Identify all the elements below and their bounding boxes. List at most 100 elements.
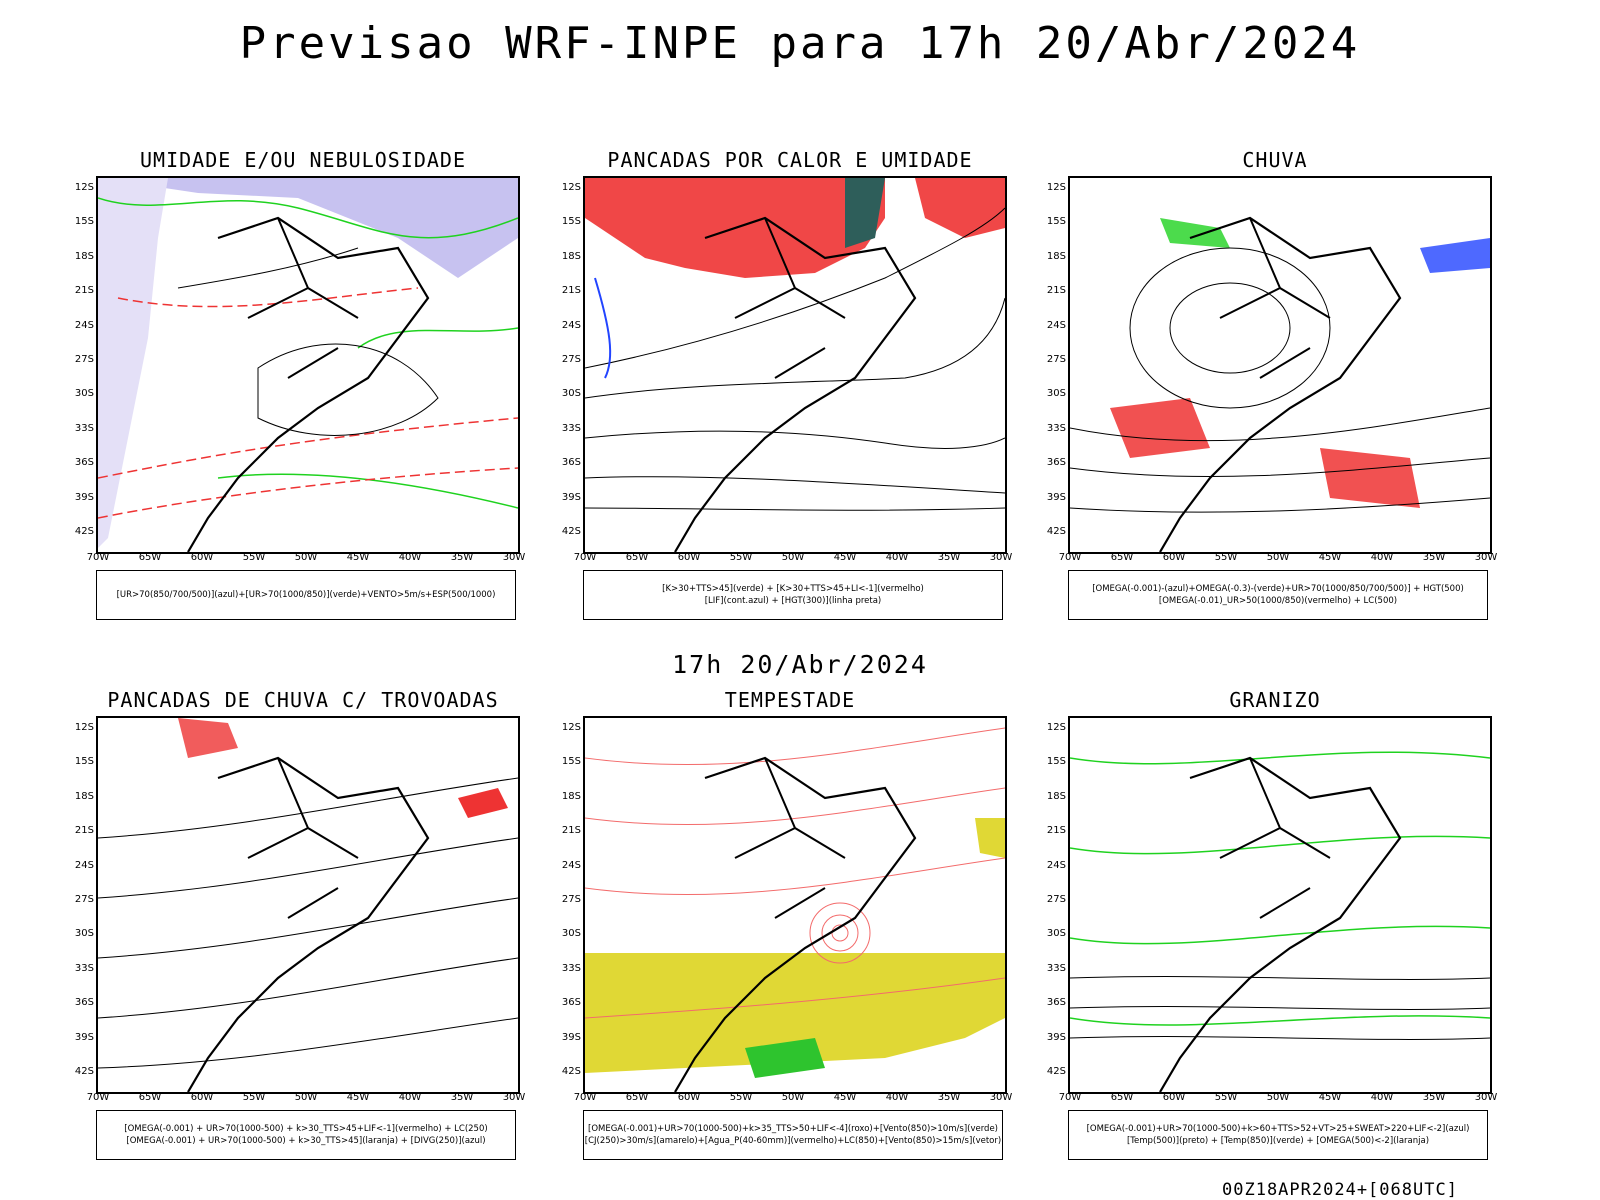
- lon-tick-label: 70W: [86, 1092, 110, 1103]
- legend-line: [OMEGA(-0.01)_UR>50(1000/850)(vermelho) …: [1158, 596, 1398, 606]
- legend-box: [OMEGA(-0.001)+UR>70(1000-500)+k>35_TTS>…: [583, 1110, 1003, 1160]
- lon-tick-label: 30W: [502, 1092, 526, 1103]
- panel-granizo: GRANIZO [OMEGA(-0.001)+UR>70(1000-500)+k…: [1040, 688, 1510, 1168]
- lon-tick-label: 40W: [398, 1092, 422, 1103]
- lon-tick-label: 70W: [1058, 552, 1082, 563]
- lat-tick-label: 27S: [561, 894, 581, 905]
- lat-tick-label: 42S: [561, 1066, 581, 1077]
- run-info: 00Z18APR2024+[068UTC]: [1222, 1180, 1458, 1200]
- legend-line: [OMEGA(-0.001) + UR>70(1000-500) + k>30_…: [126, 1136, 486, 1146]
- lat-tick-label: 18S: [1046, 250, 1066, 262]
- lon-tick-label: 70W: [573, 552, 597, 563]
- lon-tick-label: 60W: [1162, 1092, 1186, 1103]
- lat-tick-label: 30S: [1046, 388, 1066, 400]
- lon-tick-label: 65W: [625, 552, 649, 563]
- legend-line: [CJ(250)>30m/s](amarelo)+[Agua_P(40-60mm…: [584, 1136, 1002, 1146]
- lat-tick-label: 36S: [561, 997, 581, 1009]
- lon-tick-label: 45W: [1318, 552, 1342, 563]
- lat-tick-label: 18S: [561, 790, 581, 802]
- map-graphic: [585, 727, 1005, 1092]
- map-granizo: [1068, 716, 1492, 1094]
- lat-tick-label: 21S: [74, 825, 94, 837]
- panel-pancadas-calor: PANCADAS POR CALOR E UMIDADE [K>30+TTS>4…: [555, 148, 1025, 628]
- lat-tick-label: 27S: [74, 894, 94, 905]
- legend-box: [OMEGA(-0.001)-(azul)+OMEGA(-0.3)-(verde…: [1068, 570, 1488, 620]
- lon-tick-label: 70W: [1058, 1092, 1082, 1103]
- lon-tick-label: 30W: [1474, 1092, 1498, 1103]
- lat-tick-label: 42S: [1046, 1066, 1066, 1077]
- lon-tick-label: 50W: [1266, 1092, 1290, 1103]
- lon-tick-label: 70W: [86, 552, 110, 563]
- lat-tick-label: 15S: [74, 216, 94, 228]
- lat-tick-label: 24S: [561, 319, 581, 331]
- lat-tick-label: 30S: [1046, 928, 1066, 940]
- legend-line: [K>30+TTS>45](verde) + [K>30+TTS>45+LI<-…: [662, 584, 924, 594]
- main-title: Previsao WRF-INPE para 17h 20/Abr/2024: [239, 18, 1361, 69]
- lat-tick-label: 30S: [561, 388, 581, 400]
- lon-tick-label: 30W: [989, 1092, 1013, 1103]
- lon-tick-label: 40W: [885, 552, 909, 563]
- lat-tick-label: 15S: [74, 756, 94, 768]
- legend-line: [OMEGA(-0.001) + UR>70(1000-500) + k>30_…: [124, 1124, 488, 1134]
- lon-tick-label: 55W: [242, 1092, 266, 1103]
- lat-tick-label: 39S: [561, 491, 581, 503]
- lat-tick-label: 39S: [561, 1031, 581, 1043]
- lat-tick-label: 21S: [561, 285, 581, 297]
- lat-tick-label: 24S: [1046, 319, 1066, 331]
- lat-tick-label: 33S: [561, 962, 581, 974]
- lat-tick-label: 15S: [1046, 216, 1066, 228]
- lat-tick-label: 27S: [561, 354, 581, 365]
- lon-tick-label: 60W: [1162, 552, 1186, 563]
- lat-tick-label: 33S: [1046, 422, 1066, 434]
- map-umidade: [96, 176, 520, 554]
- lon-tick-label: 50W: [781, 552, 805, 563]
- lat-tick-label: 21S: [1046, 285, 1066, 297]
- lat-tick-label: 39S: [1046, 491, 1066, 503]
- panel-title: UMIDADE E/OU NEBULOSIDADE: [139, 148, 467, 172]
- panel-title: TEMPESTADE: [724, 688, 856, 712]
- lon-tick-label: 55W: [242, 552, 266, 563]
- lat-tick-label: 18S: [74, 790, 94, 802]
- lat-tick-label: 21S: [1046, 825, 1066, 837]
- legend-line: [OMEGA(-0.001)-(azul)+OMEGA(-0.3)-(verde…: [1092, 584, 1464, 594]
- panel-title: GRANIZO: [1229, 688, 1321, 712]
- lat-tick-label: 12S: [74, 722, 94, 733]
- lon-tick-label: 40W: [1370, 1092, 1394, 1103]
- lon-tick-label: 50W: [781, 1092, 805, 1103]
- lat-tick-label: 27S: [1046, 354, 1066, 365]
- lat-tick-label: 36S: [561, 457, 581, 469]
- lon-tick-label: 35W: [450, 1092, 474, 1103]
- map-trovoadas: [96, 716, 520, 1094]
- lon-tick-label: 35W: [1422, 1092, 1446, 1103]
- lat-tick-label: 36S: [1046, 997, 1066, 1009]
- lat-tick-label: 42S: [74, 1066, 94, 1077]
- map-chuva: [1068, 176, 1492, 554]
- lon-tick-label: 65W: [625, 1092, 649, 1103]
- lon-tick-label: 50W: [294, 1092, 318, 1103]
- lon-tick-label: 60W: [190, 552, 214, 563]
- lon-tick-label: 65W: [1110, 1092, 1134, 1103]
- panel-chuva: CHUVA [OMEGA(-0.001)-(azul)+OMEGA(-0.3)-…: [1040, 148, 1510, 628]
- lat-tick-label: 12S: [74, 182, 94, 193]
- lat-tick-label: 18S: [561, 250, 581, 262]
- valid-time-title: 17h 20/Abr/2024: [672, 650, 928, 679]
- lat-tick-label: 21S: [74, 285, 94, 297]
- map-graphic: [98, 718, 518, 1092]
- lat-tick-label: 30S: [561, 928, 581, 940]
- map-graphic: [98, 178, 518, 552]
- lat-tick-label: 30S: [74, 928, 94, 940]
- map-graphic: [1070, 751, 1490, 1092]
- map-graphic: [1070, 216, 1490, 552]
- lat-tick-label: 12S: [1046, 722, 1066, 733]
- lon-tick-label: 45W: [346, 552, 370, 563]
- lat-tick-label: 12S: [561, 722, 581, 733]
- lon-tick-label: 55W: [1214, 552, 1238, 563]
- lon-tick-label: 55W: [1214, 1092, 1238, 1103]
- legend-line: [OMEGA(-0.001)+UR>70(1000-500)+k>60+TTS>…: [1086, 1124, 1470, 1134]
- lat-tick-label: 39S: [74, 1031, 94, 1043]
- lon-tick-label: 40W: [1370, 552, 1394, 563]
- map-pancadas-calor: [583, 176, 1007, 554]
- lat-tick-label: 24S: [561, 859, 581, 871]
- lat-tick-label: 18S: [1046, 790, 1066, 802]
- lon-tick-label: 30W: [1474, 552, 1498, 563]
